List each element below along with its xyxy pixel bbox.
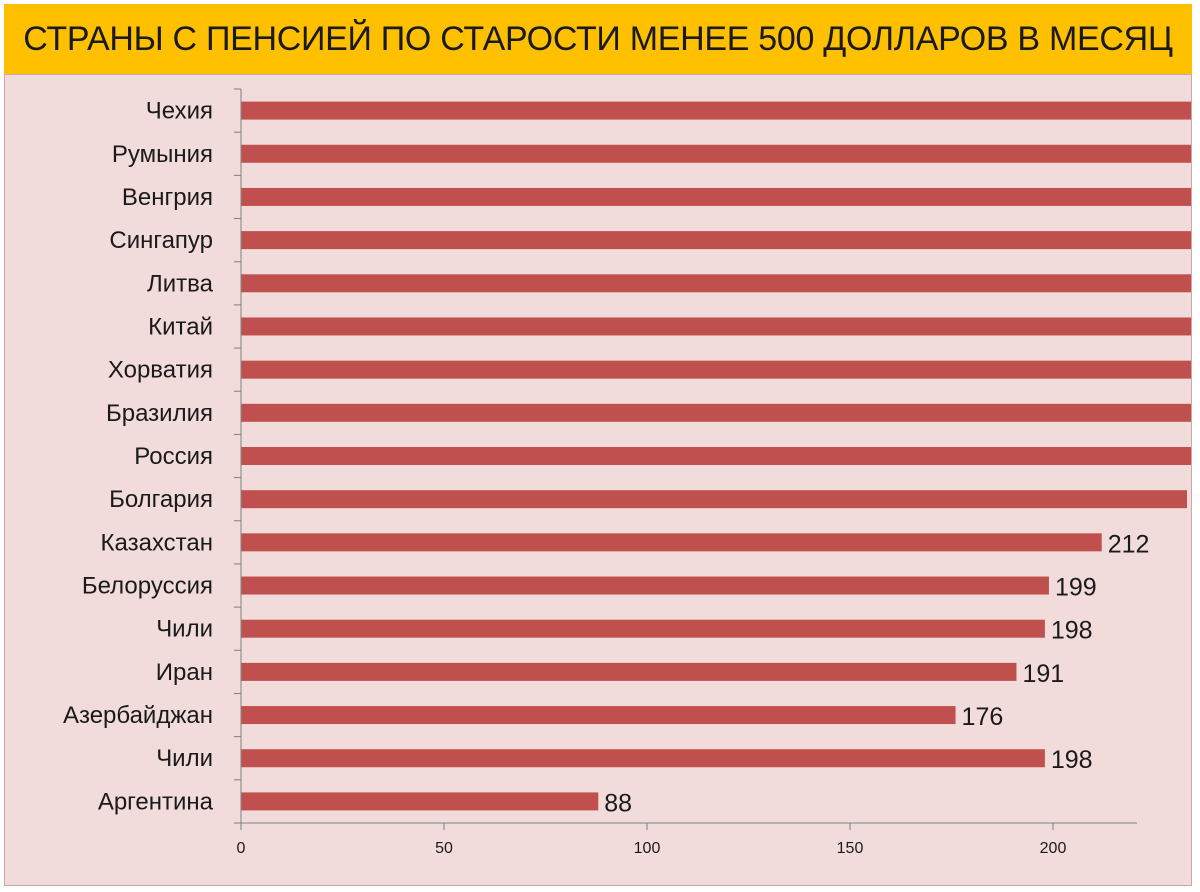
bar bbox=[241, 187, 1191, 206]
bar bbox=[241, 274, 1191, 293]
category-label: Чехия bbox=[146, 98, 213, 125]
category-label: Литва bbox=[147, 270, 214, 297]
bar bbox=[241, 792, 599, 811]
data-label: 198 bbox=[1051, 746, 1093, 774]
bar bbox=[241, 749, 1045, 768]
bar bbox=[241, 533, 1102, 552]
category-label: Азербайджан bbox=[63, 702, 213, 729]
data-label: 176 bbox=[962, 703, 1004, 731]
category-label: Китай bbox=[148, 313, 213, 340]
category-label: Венгрия bbox=[122, 184, 213, 211]
bar bbox=[241, 101, 1191, 120]
bar bbox=[241, 403, 1191, 422]
category-label: Румыния bbox=[112, 141, 213, 168]
data-label: 199 bbox=[1055, 574, 1097, 602]
category-label: Россия bbox=[134, 443, 213, 470]
bar bbox=[241, 317, 1191, 336]
x-tick-label: 0 bbox=[237, 840, 246, 857]
x-tick-label: 50 bbox=[435, 840, 453, 857]
page-title: СТРАНЫ С ПЕНСИЕЙ ПО СТАРОСТИ МЕНЕЕ 500 Д… bbox=[23, 19, 1173, 58]
x-tick-label: 100 bbox=[634, 840, 661, 857]
category-label: Аргентина bbox=[98, 788, 214, 815]
bar bbox=[241, 662, 1017, 681]
bar bbox=[241, 576, 1049, 595]
bar-chart: Чехия460Румыния446Венгрия438Сингапур431Л… bbox=[63, 88, 1191, 857]
category-label: Сингапур bbox=[109, 227, 213, 254]
category-label: Болгария bbox=[109, 486, 213, 513]
data-label: 191 bbox=[1022, 660, 1064, 688]
bar bbox=[241, 360, 1191, 379]
category-label: Бразилия bbox=[106, 400, 213, 427]
x-tick-label: 150 bbox=[837, 840, 864, 857]
data-label: 88 bbox=[604, 789, 632, 817]
title-banner: СТРАНЫ С ПЕНСИЕЙ ПО СТАРОСТИ МЕНЕЕ 500 Д… bbox=[4, 4, 1192, 74]
bar bbox=[241, 231, 1191, 250]
bar bbox=[241, 490, 1187, 509]
bar bbox=[241, 144, 1191, 163]
category-label: Чили bbox=[156, 616, 213, 643]
category-label: Иран bbox=[156, 659, 213, 686]
x-tick-label: 200 bbox=[1040, 840, 1067, 857]
category-label: Белоруссия bbox=[82, 573, 213, 600]
category-label: Хорватия bbox=[108, 357, 213, 384]
bar bbox=[241, 619, 1045, 638]
chart-area: Чехия460Румыния446Венгрия438Сингапур431Л… bbox=[4, 74, 1192, 886]
bar bbox=[241, 706, 956, 725]
category-label: Чили bbox=[156, 745, 213, 772]
bar bbox=[241, 447, 1191, 465]
data-label: 212 bbox=[1108, 530, 1150, 558]
data-label: 198 bbox=[1051, 617, 1093, 645]
category-label: Казахстан bbox=[101, 529, 213, 556]
